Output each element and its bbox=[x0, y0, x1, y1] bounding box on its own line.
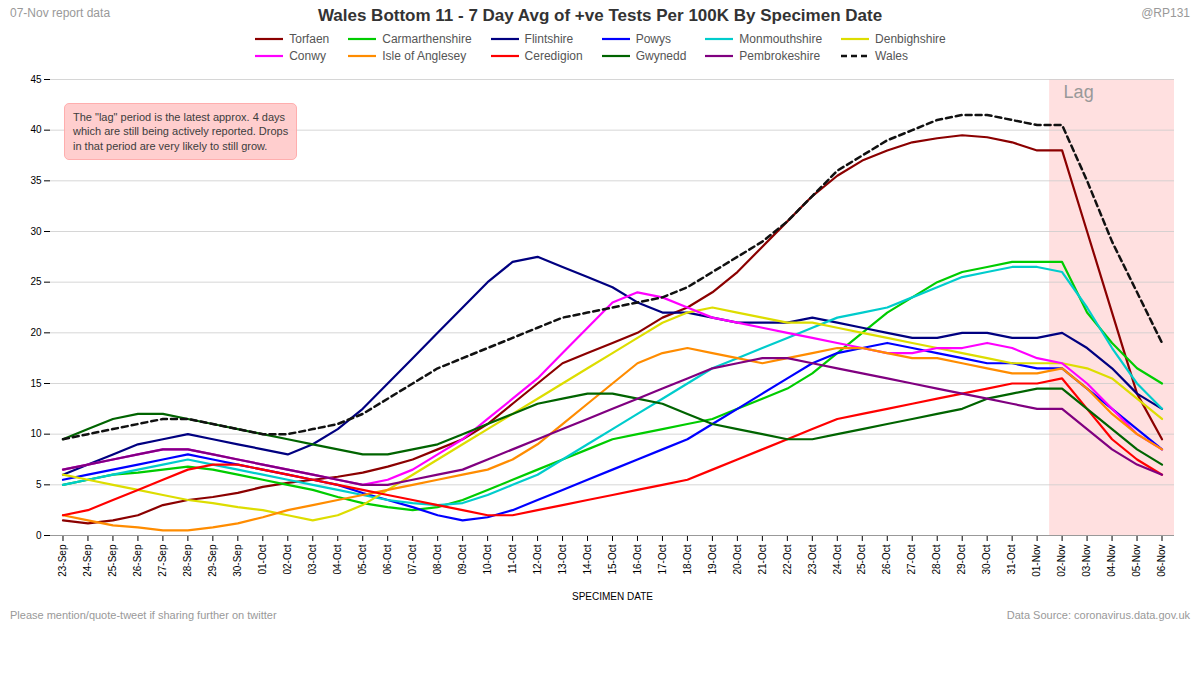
svg-text:22-Oct: 22-Oct bbox=[782, 544, 793, 574]
svg-text:21-Oct: 21-Oct bbox=[757, 544, 768, 574]
svg-text:30: 30 bbox=[30, 226, 42, 237]
svg-text:0: 0 bbox=[36, 530, 42, 541]
html-text:Isle of Anglesey: Isle of Anglesey bbox=[382, 49, 467, 63]
html-text:Gwynedd: Gwynedd bbox=[635, 49, 687, 63]
svg-text:29-Oct: 29-Oct bbox=[956, 544, 967, 574]
svg-text:20-Oct: 20-Oct bbox=[732, 544, 743, 574]
svg-text:11-Oct: 11-Oct bbox=[507, 544, 518, 573]
svg-text:09-Oct: 09-Oct bbox=[457, 544, 468, 574]
svg-text:12-Oct: 12-Oct bbox=[532, 544, 543, 574]
svg-text:01-Nov: 01-Nov bbox=[1031, 545, 1042, 577]
svg-text:10: 10 bbox=[30, 428, 42, 439]
html-text:Torfaen: Torfaen bbox=[289, 32, 330, 46]
svg-text:25: 25 bbox=[30, 276, 42, 287]
svg-text:02-Oct: 02-Oct bbox=[282, 544, 293, 574]
svg-text:05-Nov: 05-Nov bbox=[1131, 545, 1142, 577]
svg-text:30-Sep: 30-Sep bbox=[232, 544, 243, 577]
svg-text:SPECIMEN DATE: SPECIMEN DATE bbox=[572, 591, 653, 602]
svg-text:26-Oct: 26-Oct bbox=[881, 544, 892, 574]
svg-text:45: 45 bbox=[30, 74, 42, 85]
svg-text:06-Oct: 06-Oct bbox=[382, 544, 393, 574]
svg-text:10-Oct: 10-Oct bbox=[482, 544, 493, 574]
svg-text:08-Oct: 08-Oct bbox=[432, 544, 443, 574]
html-text:@RP131: @RP131 bbox=[1141, 6, 1190, 20]
html-text:Powys: Powys bbox=[635, 32, 671, 46]
svg-text:28-Sep: 28-Sep bbox=[182, 544, 193, 577]
svg-text:03-Nov: 03-Nov bbox=[1081, 545, 1092, 577]
html-text:Monmouthshire: Monmouthshire bbox=[739, 32, 823, 46]
html-text:Wales: Wales bbox=[875, 49, 908, 63]
svg-text:25-Sep: 25-Sep bbox=[107, 544, 118, 577]
svg-text:28-Oct: 28-Oct bbox=[931, 544, 942, 574]
svg-text:30-Oct: 30-Oct bbox=[981, 544, 992, 574]
html-text:The "lag" period is the latest: The "lag" period is the latest approx. 4… bbox=[73, 111, 289, 152]
svg-text:23-Oct: 23-Oct bbox=[807, 544, 818, 574]
svg-text:25-Oct: 25-Oct bbox=[856, 544, 867, 574]
svg-text:17-Oct: 17-Oct bbox=[657, 544, 668, 574]
html-text:Please mention/quote-tweet if: Please mention/quote-tweet if sharing fu… bbox=[10, 609, 277, 621]
svg-text:27-Oct: 27-Oct bbox=[906, 544, 917, 574]
html-text:Ceredigion: Ceredigion bbox=[524, 49, 583, 63]
svg-text:07-Oct: 07-Oct bbox=[407, 544, 418, 574]
html-text:Data Source: coronavirus.data.: Data Source: coronavirus.data.gov.uk bbox=[1006, 609, 1190, 621]
svg-text:26-Sep: 26-Sep bbox=[132, 544, 143, 577]
html-text:Carmarthenshire: Carmarthenshire bbox=[382, 32, 472, 46]
svg-text:03-Oct: 03-Oct bbox=[307, 544, 318, 574]
svg-text:16-Oct: 16-Oct bbox=[632, 544, 643, 574]
svg-text:02-Nov: 02-Nov bbox=[1056, 545, 1067, 577]
svg-text:40: 40 bbox=[30, 124, 42, 135]
svg-text:35: 35 bbox=[30, 175, 42, 186]
html-text:Denbighshire: Denbighshire bbox=[875, 32, 946, 46]
svg-text:04-Oct: 04-Oct bbox=[332, 544, 343, 574]
svg-text:29-Sep: 29-Sep bbox=[207, 544, 218, 577]
svg-text:Lag: Lag bbox=[1064, 82, 1094, 102]
svg-text:05-Oct: 05-Oct bbox=[357, 544, 368, 574]
svg-text:13-Oct: 13-Oct bbox=[557, 544, 568, 574]
svg-text:14-Oct: 14-Oct bbox=[582, 544, 593, 574]
html-text:Wales Bottom 11 - 7 Day Avg of: Wales Bottom 11 - 7 Day Avg of +ve Tests… bbox=[317, 6, 883, 25]
html-text:Pembrokeshire: Pembrokeshire bbox=[739, 49, 821, 63]
svg-text:19-Oct: 19-Oct bbox=[707, 544, 718, 574]
svg-text:24-Sep: 24-Sep bbox=[82, 544, 93, 577]
svg-text:20: 20 bbox=[30, 327, 42, 338]
html-text:Flintshire: Flintshire bbox=[524, 32, 574, 46]
svg-text:01-Oct: 01-Oct bbox=[257, 544, 268, 574]
svg-text:31-Oct: 31-Oct bbox=[1006, 544, 1017, 574]
svg-text:15-Oct: 15-Oct bbox=[607, 544, 618, 574]
svg-text:04-Nov: 04-Nov bbox=[1106, 545, 1117, 577]
svg-text:5: 5 bbox=[36, 479, 42, 490]
html-text:07-Nov report data: 07-Nov report data bbox=[10, 6, 111, 20]
svg-text:06-Nov: 06-Nov bbox=[1156, 545, 1167, 577]
svg-text:15: 15 bbox=[30, 378, 42, 389]
svg-text:24-Oct: 24-Oct bbox=[832, 544, 843, 574]
svg-text:27-Sep: 27-Sep bbox=[157, 544, 168, 577]
svg-text:23-Sep: 23-Sep bbox=[57, 544, 68, 577]
html-text:Conwy: Conwy bbox=[289, 49, 326, 63]
svg-text:18-Oct: 18-Oct bbox=[682, 544, 693, 574]
